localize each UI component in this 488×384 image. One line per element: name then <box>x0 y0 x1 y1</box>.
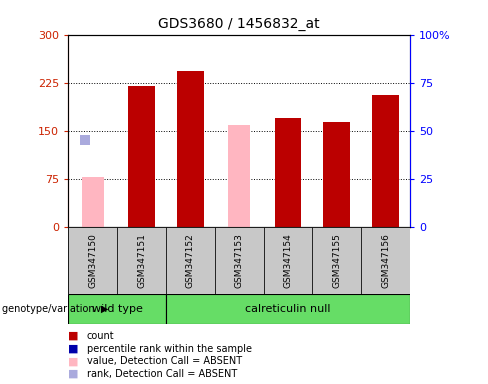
Text: calreticulin null: calreticulin null <box>245 304 331 314</box>
Text: GSM347150: GSM347150 <box>88 233 97 288</box>
Text: percentile rank within the sample: percentile rank within the sample <box>87 344 252 354</box>
Text: value, Detection Call = ABSENT: value, Detection Call = ABSENT <box>87 356 242 366</box>
Text: genotype/variation  ▶: genotype/variation ▶ <box>2 304 109 314</box>
FancyBboxPatch shape <box>166 294 410 324</box>
Text: rank, Detection Call = ABSENT: rank, Detection Call = ABSENT <box>87 369 237 379</box>
Text: ■: ■ <box>68 369 79 379</box>
Text: ■: ■ <box>68 344 79 354</box>
FancyBboxPatch shape <box>166 227 215 294</box>
Title: GDS3680 / 1456832_at: GDS3680 / 1456832_at <box>158 17 320 31</box>
Text: GSM347151: GSM347151 <box>137 233 146 288</box>
Bar <box>372 95 399 227</box>
Text: ■: ■ <box>68 331 79 341</box>
FancyBboxPatch shape <box>68 294 166 324</box>
FancyBboxPatch shape <box>312 227 361 294</box>
FancyBboxPatch shape <box>68 227 117 294</box>
Text: GSM347154: GSM347154 <box>284 233 292 288</box>
Text: wild type: wild type <box>92 304 142 314</box>
Bar <box>177 71 203 227</box>
Text: GSM347155: GSM347155 <box>332 233 341 288</box>
FancyBboxPatch shape <box>361 227 410 294</box>
Bar <box>128 86 155 227</box>
FancyBboxPatch shape <box>117 227 166 294</box>
Bar <box>323 122 350 227</box>
Text: GSM347153: GSM347153 <box>235 233 244 288</box>
Text: GSM347152: GSM347152 <box>186 233 195 288</box>
FancyBboxPatch shape <box>215 227 264 294</box>
Bar <box>82 177 103 227</box>
FancyBboxPatch shape <box>264 227 312 294</box>
FancyBboxPatch shape <box>68 227 410 294</box>
Bar <box>274 118 302 227</box>
Text: count: count <box>87 331 115 341</box>
Bar <box>228 126 250 227</box>
Text: GSM347156: GSM347156 <box>381 233 390 288</box>
Text: ■: ■ <box>68 356 79 366</box>
